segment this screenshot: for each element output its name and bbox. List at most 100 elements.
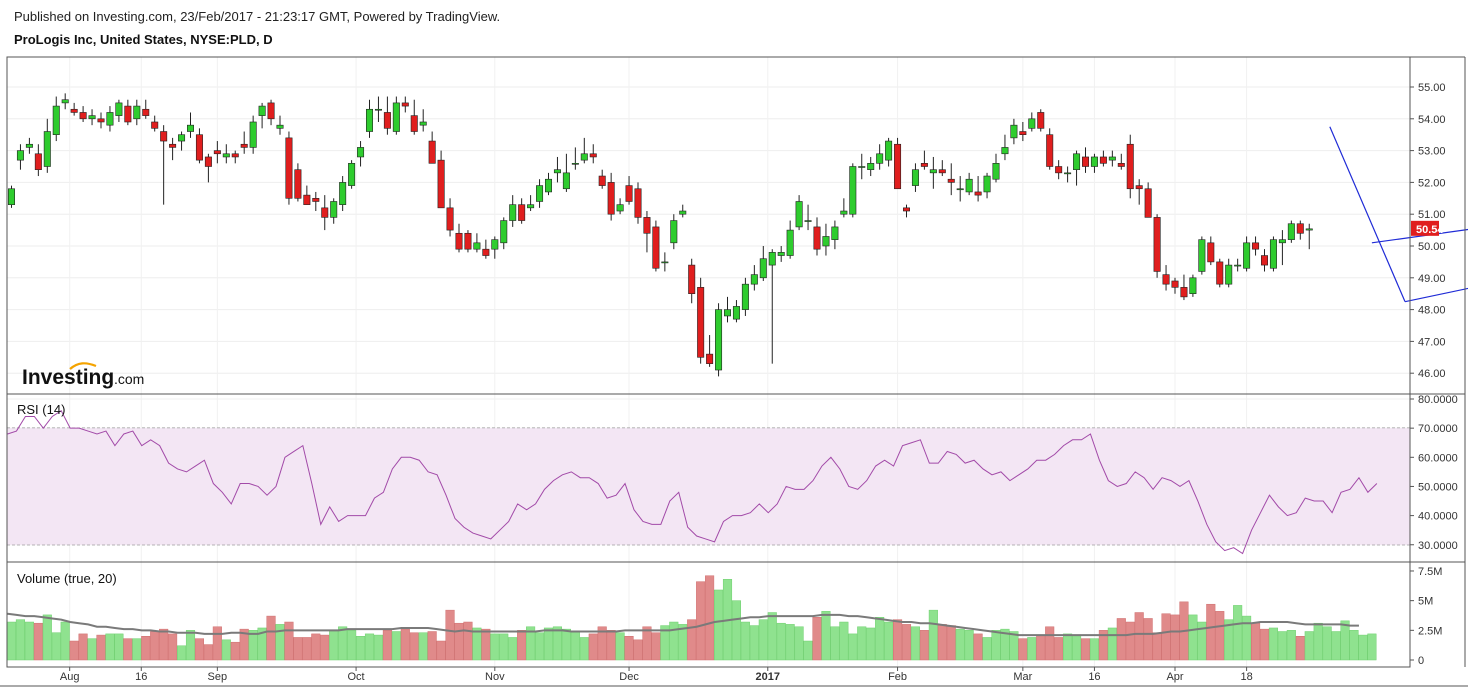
candle-body <box>383 112 391 129</box>
candle-body <box>34 153 42 170</box>
volume-bar <box>624 636 634 661</box>
candle-body <box>222 153 230 158</box>
candle-body <box>867 163 875 170</box>
candle-body <box>974 191 982 196</box>
volume-bar <box>839 621 849 661</box>
candle-body <box>831 226 839 240</box>
candle-body <box>1225 264 1233 285</box>
candle-body <box>527 204 535 209</box>
price-candles <box>8 93 1313 377</box>
volume-bar <box>517 630 527 661</box>
candle-body <box>240 143 248 148</box>
volume-bar <box>1063 633 1073 661</box>
candle-body <box>178 134 186 142</box>
rsi-tick-label: 50.0000 <box>1418 481 1458 493</box>
candle-body <box>124 105 132 123</box>
candle-body <box>52 105 60 136</box>
volume-bar <box>1027 637 1037 661</box>
volume-bar <box>203 644 213 661</box>
volume-bar <box>606 630 616 661</box>
candle-body <box>571 163 579 165</box>
volume-bar <box>69 640 79 661</box>
candle-body <box>482 248 490 256</box>
candle-body <box>1162 274 1170 285</box>
volume-moving-average <box>7 612 1359 637</box>
candle-body <box>160 131 168 142</box>
price-tick-label: 46.00 <box>1418 368 1446 380</box>
volume-tick-label: 7.5M <box>1418 566 1442 578</box>
candle-body <box>142 108 150 116</box>
candle-body <box>392 102 400 132</box>
volume-bar <box>579 637 589 661</box>
candle-body <box>258 105 266 116</box>
volume-bar <box>633 639 643 661</box>
candle-body <box>437 159 445 209</box>
volume-bar <box>1188 614 1198 661</box>
volume-bar <box>642 626 652 661</box>
volume-bar <box>24 621 34 661</box>
volume-bar <box>561 628 571 661</box>
candle-body <box>428 140 436 164</box>
rsi-pane-title: RSI (14) <box>17 402 65 417</box>
volume-bar <box>248 630 258 661</box>
volume-bar <box>436 640 446 661</box>
candle-body <box>285 137 293 199</box>
candle-body <box>1234 264 1242 267</box>
candle-body <box>1171 280 1179 288</box>
candle-body <box>97 118 105 123</box>
candle-body <box>822 236 830 247</box>
volume-bar <box>875 617 885 661</box>
volume-bar <box>1143 618 1153 661</box>
volume-bar <box>1170 614 1180 661</box>
candle-body <box>348 163 356 186</box>
candle-body <box>947 178 955 183</box>
candle-body <box>61 99 69 104</box>
candle-body <box>706 353 714 364</box>
candle-body <box>115 102 123 116</box>
candle-body <box>249 121 257 148</box>
volume-bar <box>78 633 88 661</box>
volume-bar <box>758 619 768 661</box>
candle-body <box>652 226 660 269</box>
candle-body <box>1037 112 1045 129</box>
volume-bar <box>740 621 750 661</box>
price-tick-label: 48.00 <box>1418 305 1446 317</box>
volume-bar <box>1295 636 1305 661</box>
volume-bar <box>490 633 500 661</box>
candle-body <box>204 156 212 167</box>
candle-body <box>401 102 409 107</box>
volume-bar <box>767 612 777 661</box>
candle-body <box>267 102 275 120</box>
candle-body <box>750 274 758 285</box>
volume-bar <box>168 633 178 661</box>
trendline <box>1404 287 1468 303</box>
volume-bar <box>535 632 545 661</box>
candle-body <box>8 188 16 205</box>
price-tick-label: 52.00 <box>1418 177 1446 189</box>
volume-bar <box>678 624 688 661</box>
volume-bar <box>785 624 795 661</box>
volume-bar <box>329 630 339 661</box>
volume-bar <box>150 631 160 661</box>
price-tick-label: 50.00 <box>1418 241 1446 253</box>
volume-bar <box>991 630 1001 661</box>
logo-suffix: .com <box>114 371 144 387</box>
candle-body <box>723 309 731 317</box>
volume-bar <box>51 632 61 661</box>
volume-bar <box>87 638 97 661</box>
price-tick-label: 51.00 <box>1418 209 1446 221</box>
candle-body <box>500 220 508 244</box>
candle-body <box>777 252 785 256</box>
candle-body <box>1296 223 1304 234</box>
price-tick-label: 55.00 <box>1418 82 1446 94</box>
volume-bar <box>400 628 410 661</box>
volume-bar <box>705 575 715 661</box>
volume-bar <box>239 628 249 661</box>
candle-body <box>16 150 24 161</box>
x-tick-label: 18 <box>1240 671 1252 683</box>
volume-bar <box>982 637 992 661</box>
volume-bar <box>275 624 285 661</box>
volume-bar <box>794 626 804 661</box>
candle-body <box>491 239 499 250</box>
